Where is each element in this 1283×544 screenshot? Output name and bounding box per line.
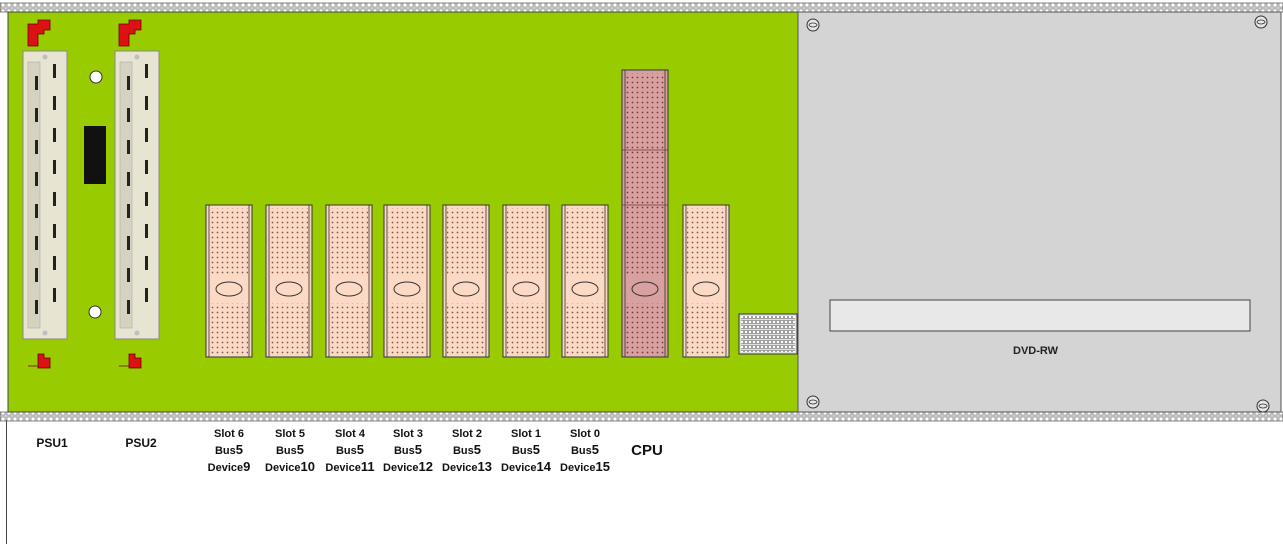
ribbon-connector (738, 313, 798, 355)
bus-line: Bus5 (511, 442, 540, 457)
cpu-label: CPU (631, 442, 663, 459)
psu2-connector (114, 19, 160, 369)
psu1-label: PSU1 (36, 436, 68, 450)
dvd-slot (829, 299, 1251, 332)
slot-name: Slot 0 (570, 428, 600, 440)
slot-name: Slot 6 (214, 428, 244, 440)
device-line: Device14 (501, 459, 551, 474)
dvd-screw-top-left (806, 18, 820, 32)
device-line: Device12 (383, 459, 433, 474)
device-line: Device15 (560, 459, 610, 474)
slot-label: Slot 4 Bus5 Device11 (316, 427, 384, 476)
device-line: Device10 (265, 459, 315, 474)
slot-label: Slot 5 Bus5 Device10 (256, 427, 324, 476)
slot-connector (502, 204, 550, 358)
psu2-label: PSU2 (125, 436, 157, 450)
bus-line: Bus5 (570, 442, 599, 457)
slot-connector (265, 204, 313, 358)
device-line: Device11 (325, 459, 375, 474)
slot-name: Slot 1 (511, 428, 541, 440)
slot-label: Slot 3 Bus5 Device12 (374, 427, 442, 476)
psu2-latch-bottom (119, 353, 142, 369)
bus-line: Bus5 (335, 442, 364, 457)
psu1-latch-top (27, 19, 51, 47)
slot-label: Slot 1 Bus5 Device14 (492, 427, 560, 476)
device-line: Device9 (207, 459, 251, 474)
frame-left-edge (6, 420, 7, 544)
black-connector-block (84, 126, 106, 184)
mount-hole-bottom (88, 305, 102, 319)
bus-line: Bus5 (214, 442, 243, 457)
bus-line: Bus5 (275, 442, 304, 457)
psu2-latch-top (118, 19, 142, 47)
dvd-screw-bottom-left (806, 395, 820, 409)
slot-name: Slot 4 (335, 428, 365, 440)
bus-line: Bus5 (393, 442, 422, 457)
bus-line: Bus5 (452, 442, 481, 457)
slot-connector (205, 204, 253, 358)
slot-name: Slot 3 (393, 428, 423, 440)
top-rail (0, 2, 1283, 13)
psu1-latch-bottom (28, 353, 51, 369)
device-line: Device13 (442, 459, 492, 474)
slot-name: Slot 5 (275, 428, 305, 440)
cpu-connector (621, 69, 669, 358)
dvd-screw-top-right (1254, 15, 1268, 29)
slot-connector (561, 204, 609, 358)
bottom-rail (0, 411, 1283, 422)
dvd-panel (797, 11, 1282, 413)
psu1-connector (22, 19, 68, 369)
slot-connector (383, 204, 431, 358)
slot-connector (325, 204, 373, 358)
slot-name: Slot 2 (452, 428, 482, 440)
slot-label: Slot 6 Bus5 Device9 (195, 427, 263, 476)
aux-connector (682, 204, 730, 358)
slot-connector (442, 204, 490, 358)
dvd-label: DVD-RW (1013, 345, 1059, 357)
slot-label: Slot 0 Bus5 Device15 (551, 427, 619, 476)
dvd-screw-bottom-right (1256, 399, 1270, 413)
slot-label: Slot 2 Bus5 Device13 (433, 427, 501, 476)
mount-hole-top (89, 70, 103, 84)
